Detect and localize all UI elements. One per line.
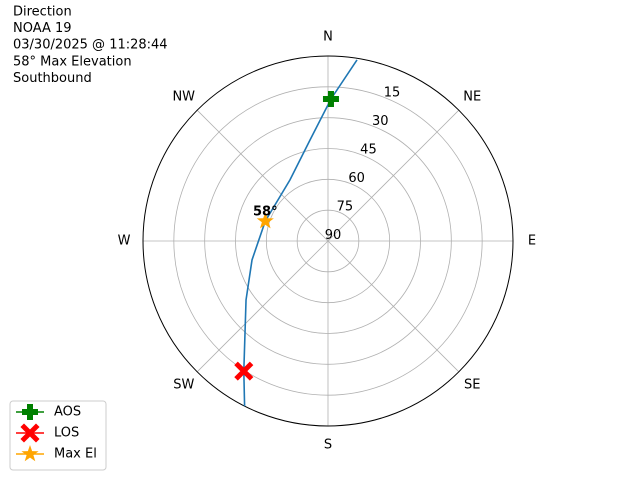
title-line: Southbound <box>13 71 92 86</box>
theta-tick-label: N <box>323 30 333 45</box>
aos-marker <box>322 90 339 107</box>
theta-tick-label: S <box>324 438 332 453</box>
r-tick-label: 30 <box>372 114 389 129</box>
r-tick-label: 75 <box>337 200 354 215</box>
title-line: Direction <box>13 5 72 20</box>
r-tick-label: 90 <box>325 228 342 243</box>
title-line: 58° Max Elevation <box>13 54 132 69</box>
legend-marker <box>21 445 39 462</box>
legend-label: Max El <box>54 447 97 462</box>
plot-frame <box>142 55 514 427</box>
legend-label: AOS <box>54 405 81 420</box>
grid-spoke <box>196 240 329 373</box>
theta-tick-label: NE <box>463 89 481 104</box>
legend-label: LOS <box>54 426 79 441</box>
title-line: 03/30/2025 @ 11:28:44 <box>13 38 168 53</box>
r-tick-label: 15 <box>384 86 401 101</box>
legend-marker <box>20 423 40 443</box>
theta-tick-label: E <box>528 234 536 249</box>
r-tick-label: 45 <box>360 143 377 158</box>
los-marker <box>234 361 254 381</box>
title-line: NOAA 19 <box>13 21 72 36</box>
theta-tick-label: W <box>118 234 131 249</box>
theta-tick-label: SE <box>464 378 480 393</box>
theta-tick-label: NW <box>172 89 195 104</box>
grid-spoke <box>327 109 460 242</box>
theta-tick-label: SW <box>173 378 194 393</box>
legend-marker <box>22 404 38 420</box>
grid-spoke <box>327 240 460 373</box>
grid-spoke <box>196 109 329 242</box>
r-tick-label: 60 <box>348 171 365 186</box>
annotation: 58° <box>253 205 278 220</box>
max-el-marker <box>256 212 274 229</box>
